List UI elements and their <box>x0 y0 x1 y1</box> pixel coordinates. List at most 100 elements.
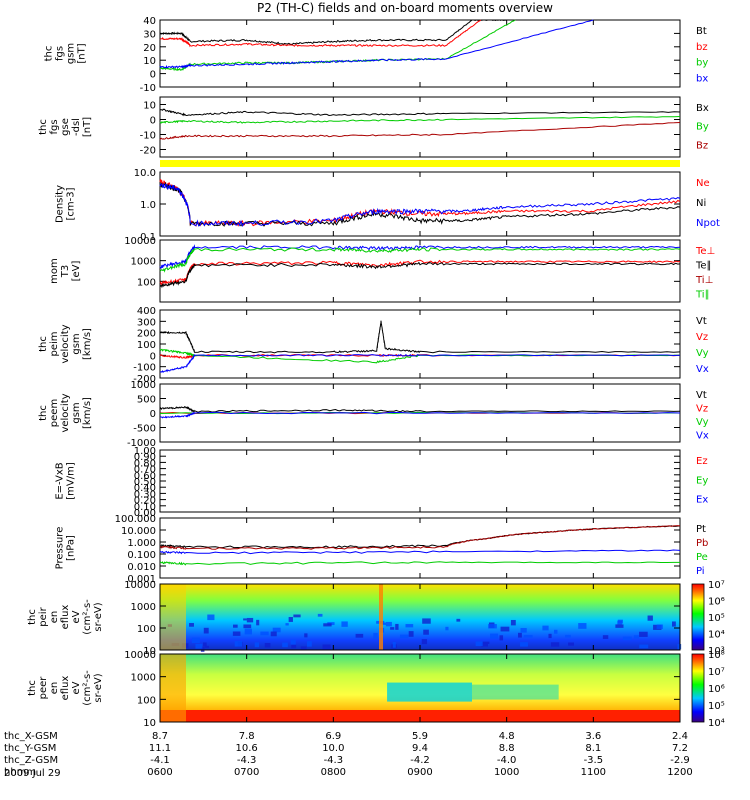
y-tick-label: 0.001 <box>127 574 156 585</box>
spectrogram-pixel <box>517 632 522 638</box>
panel-peem_velocity: -1000 -500 0 500 1000 thc peem velocity gsm [km/s… <box>38 380 709 449</box>
spectrogram-pixel <box>602 635 609 639</box>
colorbar-tick-label: 10⁵ <box>708 613 725 624</box>
spectrogram-pixel <box>293 614 301 618</box>
y-axis-label: mom <box>49 258 60 284</box>
y-axis-label: eV <box>71 681 82 694</box>
series-line <box>159 19 482 48</box>
spectrogram-pixel <box>195 643 203 649</box>
axis-row-value: 4.8 <box>499 731 515 742</box>
y-axis-label: peem <box>49 399 60 427</box>
series-line <box>159 116 681 124</box>
series-line <box>159 122 681 140</box>
y-tick-label: 10 <box>143 646 156 657</box>
spectrogram-pixel <box>490 633 499 639</box>
y-tick-label: 1000 <box>131 673 156 684</box>
spectrogram-fill <box>160 584 680 650</box>
spectrogram-pixel <box>385 621 392 627</box>
y-tick-label: 10 <box>143 56 156 67</box>
y-axis-label: sr-eV) <box>93 673 104 702</box>
spectrogram-pixel <box>672 621 676 627</box>
axis-row-name: hhmm <box>4 767 36 778</box>
y-tick-label: 100 <box>137 624 156 635</box>
spectrogram-pixel <box>373 632 378 639</box>
y-tick-label: 0.50 <box>134 477 156 488</box>
y-tick-label: 0.1 <box>140 232 156 243</box>
date-label: 2009 Jul 29 <box>4 768 61 779</box>
spectrogram-pixel <box>445 626 449 631</box>
spectrogram-pixel <box>300 646 307 650</box>
spectrogram-pixel <box>548 633 552 639</box>
spectrogram-pixel <box>191 637 200 644</box>
y-axis-label: gsm <box>71 402 82 423</box>
axis-row-value: 3.6 <box>585 731 601 742</box>
legend-entry: Ne <box>696 178 710 189</box>
series-line <box>159 549 681 555</box>
spectrogram-pixel <box>290 639 296 645</box>
y-tick-label: 10000 <box>124 650 156 661</box>
y-tick-label: 10.0 <box>134 168 156 179</box>
time-axis: thc_X-GSM 8.7 7.8 6.9 5.9 4.8 3.6 2.4 thc_Y-GSM 1… <box>4 731 693 778</box>
y-axis-label: peer <box>38 676 49 700</box>
y-axis-label: thc <box>38 119 49 135</box>
y-tick-label: 0.20 <box>134 496 156 507</box>
y-axis-label: sr-eV) <box>93 602 104 631</box>
y-axis-label: peim <box>49 331 60 356</box>
legend-entry: Te⊥ <box>695 246 715 257</box>
colorbar-tick-label: 10⁶ <box>708 684 725 695</box>
legend-entry: Pt <box>696 524 706 535</box>
y-axis-label: (cm²-s- <box>82 599 93 635</box>
series-line <box>159 178 681 227</box>
spectrogram-pixel <box>260 631 269 636</box>
y-axis-label: fgs <box>49 119 60 134</box>
axis-row-value: -4.1 <box>150 755 170 766</box>
legend-entry: Bt <box>696 26 707 37</box>
y-tick-label: 0.00 <box>134 508 156 519</box>
series-line <box>159 348 681 364</box>
legend-entry: Pb <box>696 538 708 549</box>
colorbar-tick-label: 10⁵ <box>708 701 725 712</box>
y-axis-label: Pressure <box>55 527 66 570</box>
spectrogram-pixel <box>622 636 632 641</box>
spectrogram-pixel <box>322 644 331 650</box>
spectrogram-green-region <box>472 684 559 700</box>
spectrogram-pixel <box>523 634 533 638</box>
panel-peir_spec: 10³ 10⁴ 10⁵ 10⁶ 10⁷ 10 100 1000 10000 thc peir en ef… <box>27 580 725 657</box>
series-line <box>159 247 681 273</box>
y-tick-label: 100 <box>137 277 156 288</box>
spectrogram-pixel <box>617 619 623 624</box>
spectrogram-pixel <box>553 629 558 634</box>
y-tick-label: -20 <box>140 146 156 157</box>
spectrogram-pixel <box>405 624 414 628</box>
spectrogram-pixel <box>456 618 461 622</box>
series-line <box>159 244 681 269</box>
legend-entry: Npot <box>696 218 720 229</box>
y-axis-label: en <box>49 611 60 624</box>
y-axis-label: peir <box>38 606 49 626</box>
spectrogram-pixel <box>203 627 209 634</box>
spectrogram-pixel <box>243 618 247 621</box>
spectrogram-pixel <box>254 642 260 648</box>
y-axis-label: eV <box>71 610 82 623</box>
colorbar-tick-label: 10⁷ <box>708 667 725 678</box>
spectrogram-pixel <box>392 641 396 648</box>
colorbar-tick-label: 10⁸ <box>708 650 725 661</box>
y-axis-label: thc <box>44 46 55 62</box>
spectrogram-pixel <box>565 634 571 638</box>
y-tick-label: 0 <box>150 409 156 420</box>
axis-row-value: 8.7 <box>152 731 168 742</box>
spectrogram-pixel <box>317 613 323 617</box>
legend-entry: Ey <box>696 475 708 486</box>
axis-row-value: 0900 <box>407 767 432 778</box>
legend-entry: Ni <box>696 198 706 209</box>
spectrogram-pixel <box>390 627 395 630</box>
legend-entry: Pi <box>696 566 705 577</box>
y-tick-label: 0.60 <box>134 471 156 482</box>
panel-fgs_gse: -20 -10 0 10 thc fgs gse -dsl [nT] Bx By Bz <box>38 96 709 158</box>
axis-row-value: -4.3 <box>324 755 344 766</box>
series-line <box>159 561 680 566</box>
legend-entry: Vt <box>696 390 707 401</box>
legend-entry: Vy <box>696 348 709 359</box>
axis-row-value: 10.0 <box>322 743 344 754</box>
